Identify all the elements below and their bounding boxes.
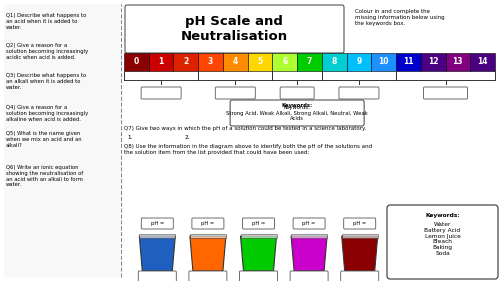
Bar bbox=[174, 53, 198, 71]
Text: Q2) Give a reason for a
solution becoming increasingly
acidic when acid is added: Q2) Give a reason for a solution becomin… bbox=[6, 43, 88, 60]
Text: pH =: pH = bbox=[252, 221, 265, 226]
Text: 8: 8 bbox=[332, 58, 337, 67]
Text: 10: 10 bbox=[378, 58, 389, 67]
Text: Q7) Give two ways in which the pH of a solution could be tested in a science lab: Q7) Give two ways in which the pH of a s… bbox=[124, 126, 366, 131]
Text: 1.: 1. bbox=[127, 135, 132, 140]
FancyBboxPatch shape bbox=[240, 271, 278, 281]
Polygon shape bbox=[342, 236, 378, 271]
Text: 1: 1 bbox=[158, 58, 164, 67]
Bar bbox=[124, 53, 148, 71]
Bar bbox=[140, 234, 175, 238]
Text: pH =: pH = bbox=[353, 221, 366, 226]
Text: 9: 9 bbox=[356, 58, 362, 67]
Text: Keywords:
Strong Acid, Weak Alkali, Strong Alkali, Neutral, Weak
Acids: Keywords: Strong Acid, Weak Alkali, Stro… bbox=[226, 105, 368, 121]
Bar bbox=[148, 53, 174, 71]
FancyBboxPatch shape bbox=[189, 271, 227, 281]
Bar bbox=[223, 53, 248, 71]
Bar bbox=[421, 53, 446, 71]
Bar bbox=[346, 53, 372, 71]
Text: 4: 4 bbox=[232, 58, 238, 67]
FancyBboxPatch shape bbox=[216, 87, 256, 99]
FancyBboxPatch shape bbox=[142, 218, 174, 229]
Text: Keywords:: Keywords: bbox=[425, 213, 460, 218]
FancyBboxPatch shape bbox=[242, 218, 274, 229]
Text: Q6) Write an ionic equation
showing the neutralisation of
an acid with an alkali: Q6) Write an ionic equation showing the … bbox=[6, 165, 83, 187]
Text: pH =: pH = bbox=[302, 221, 316, 226]
Bar bbox=[396, 53, 421, 71]
FancyBboxPatch shape bbox=[141, 87, 181, 99]
Text: 6: 6 bbox=[282, 58, 288, 67]
Bar bbox=[470, 53, 495, 71]
FancyBboxPatch shape bbox=[290, 271, 328, 281]
FancyBboxPatch shape bbox=[340, 271, 378, 281]
Polygon shape bbox=[190, 236, 226, 271]
Bar bbox=[291, 234, 327, 238]
Text: Q8) Use the information in the diagram above to identify both the pH of the solu: Q8) Use the information in the diagram a… bbox=[124, 144, 372, 155]
Text: 12: 12 bbox=[428, 58, 438, 67]
FancyBboxPatch shape bbox=[230, 100, 364, 126]
FancyBboxPatch shape bbox=[339, 87, 379, 99]
Text: Water
Battery Acid
Lemon Juice
Bleach
Baking
Soda: Water Battery Acid Lemon Juice Bleach Ba… bbox=[424, 222, 460, 256]
FancyBboxPatch shape bbox=[424, 87, 468, 99]
FancyBboxPatch shape bbox=[192, 218, 224, 229]
Bar bbox=[272, 53, 297, 71]
Bar bbox=[190, 234, 226, 238]
Bar bbox=[446, 53, 470, 71]
Text: 13: 13 bbox=[452, 58, 463, 67]
FancyBboxPatch shape bbox=[138, 271, 176, 281]
Text: Q5) What is the name given
when we mix an acid and an
alkali?: Q5) What is the name given when we mix a… bbox=[6, 131, 82, 148]
Text: 11: 11 bbox=[403, 58, 413, 67]
Text: 2.: 2. bbox=[185, 135, 190, 140]
Text: pH Scale and
Neutralisation: pH Scale and Neutralisation bbox=[180, 15, 288, 43]
Text: pH =: pH = bbox=[150, 221, 164, 226]
Text: 14: 14 bbox=[478, 58, 488, 67]
Text: 2: 2 bbox=[183, 58, 188, 67]
Text: 7: 7 bbox=[307, 58, 312, 67]
Polygon shape bbox=[291, 236, 327, 271]
Polygon shape bbox=[140, 236, 175, 271]
Text: Colour in and complete the
missing information below using
the keywords box.: Colour in and complete the missing infor… bbox=[355, 9, 444, 26]
Bar bbox=[240, 234, 276, 238]
Bar bbox=[372, 53, 396, 71]
FancyBboxPatch shape bbox=[280, 87, 314, 99]
Polygon shape bbox=[240, 236, 276, 271]
Bar bbox=[297, 53, 322, 71]
FancyBboxPatch shape bbox=[125, 5, 344, 53]
Text: 3: 3 bbox=[208, 58, 213, 67]
Text: Keywords:: Keywords: bbox=[282, 103, 312, 108]
Bar bbox=[322, 53, 346, 71]
Text: pH =: pH = bbox=[202, 221, 214, 226]
Text: Q1) Describe what happens to
an acid when it is added to
water.: Q1) Describe what happens to an acid whe… bbox=[6, 13, 86, 30]
FancyBboxPatch shape bbox=[344, 218, 376, 229]
FancyBboxPatch shape bbox=[387, 205, 498, 279]
Bar bbox=[4, 4, 120, 277]
Bar bbox=[342, 234, 378, 238]
Text: Q3) Describe what happens to
an alkali when it is added to
water.: Q3) Describe what happens to an alkali w… bbox=[6, 73, 86, 90]
FancyBboxPatch shape bbox=[293, 218, 325, 229]
Bar bbox=[248, 53, 272, 71]
Bar bbox=[198, 53, 223, 71]
Text: 5: 5 bbox=[258, 58, 262, 67]
Text: Q4) Give a reason for a
solution becoming increasingly
alkaline when acid is add: Q4) Give a reason for a solution becomin… bbox=[6, 105, 88, 122]
Text: 0: 0 bbox=[134, 58, 139, 67]
